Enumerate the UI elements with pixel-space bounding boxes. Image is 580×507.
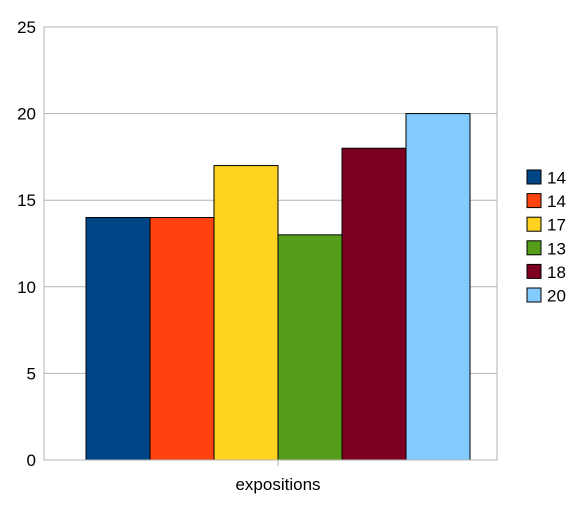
bar (149, 217, 215, 461)
y-tick-label: 25 (17, 18, 36, 37)
legend-swatch (526, 193, 542, 209)
legend-label: 20 (547, 287, 566, 306)
y-tick-label: 5 (27, 364, 36, 383)
bar (213, 165, 279, 461)
y-tick-label: 20 (17, 105, 36, 124)
legend-label: 18 (547, 263, 566, 282)
y-tick-label: 0 (27, 451, 36, 470)
legend-label: 14 (547, 192, 566, 211)
legend: 14 14 17 13 18 20 (526, 169, 566, 306)
legend-label: 14 (547, 169, 566, 188)
y-axis-tick-labels: 0 5 10 15 20 25 (17, 18, 36, 470)
legend-swatch (526, 240, 542, 256)
bar (405, 113, 471, 461)
legend-label: 17 (547, 216, 566, 235)
legend-swatch (526, 169, 542, 185)
y-tick-label: 15 (17, 191, 36, 210)
y-tick-label: 10 (17, 278, 36, 297)
legend-swatch (526, 263, 542, 279)
x-axis-category-label: expositions (235, 475, 320, 494)
bar (277, 234, 343, 461)
bars (85, 113, 471, 461)
plot-frame (43, 26, 498, 461)
legend-swatch (526, 216, 542, 232)
bar (85, 217, 151, 461)
legend-label: 13 (547, 239, 566, 258)
legend-swatch (526, 287, 542, 303)
bar (341, 147, 407, 461)
